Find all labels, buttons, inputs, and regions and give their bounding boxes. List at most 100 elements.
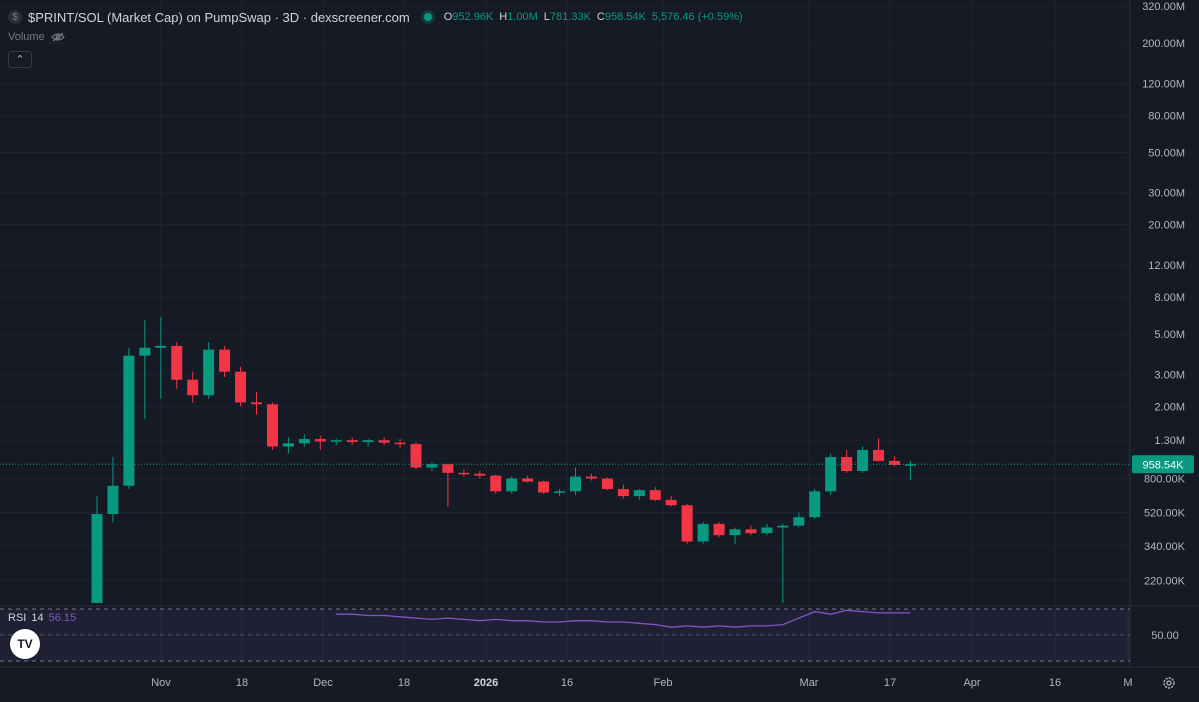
y-tick-label: 320.00M [1142, 1, 1185, 13]
rsi-level-label: 50.00 [1151, 630, 1179, 642]
candle-body [825, 457, 837, 492]
candle-body [139, 347, 151, 356]
x-tick-label: 16 [1049, 677, 1061, 689]
candle-body [330, 440, 342, 442]
hidden-eye-icon[interactable] [50, 32, 65, 42]
candle-body [697, 523, 709, 542]
y-tick-label: 120.00M [1142, 78, 1185, 90]
candle-body [681, 505, 693, 542]
rsi-band [0, 609, 1130, 661]
candle-body [522, 478, 534, 482]
symbol-icon[interactable]: $ [8, 10, 22, 24]
candle-body [713, 523, 725, 536]
candle-body [777, 525, 789, 528]
candle-body [809, 491, 821, 518]
rsi-period: 14 [31, 612, 44, 624]
candle-body [649, 490, 661, 500]
candle-body [298, 439, 310, 444]
y-tick-label: 50.00M [1148, 147, 1185, 159]
x-tick-label: Feb [654, 677, 673, 689]
y-tick-label: 2.00M [1154, 401, 1185, 413]
candle-body [442, 464, 454, 473]
y-tick-label: 340.00K [1144, 541, 1186, 553]
y-tick-label: 200.00M [1142, 38, 1185, 50]
chart-title: $PRINT/SOL (Market Cap) on PumpSwap · 3D… [28, 9, 410, 25]
last-price-label: 958.54K [1143, 459, 1185, 471]
candle-body [570, 476, 581, 492]
candle-body [601, 478, 613, 490]
candle-body [506, 478, 518, 492]
candle-body [474, 473, 486, 476]
candle-body [346, 440, 358, 443]
candle-body [235, 371, 247, 403]
candle-body [585, 476, 597, 479]
x-tick-label: Dec [313, 677, 333, 689]
candle-body [378, 440, 390, 443]
x-tick-label: 16 [561, 677, 573, 689]
candle-body [426, 464, 438, 468]
candle-body [266, 404, 278, 447]
candle-body [91, 514, 103, 603]
candle-body [171, 345, 183, 380]
candle-body [745, 529, 757, 534]
x-tick-label: 18 [236, 677, 248, 689]
candle-body [219, 349, 231, 372]
candle-body [362, 440, 374, 443]
candle-body [761, 527, 773, 534]
y-tick-label: 8.00M [1154, 292, 1185, 304]
candle-body [633, 490, 645, 497]
candle-body [458, 472, 470, 475]
candle-body [793, 517, 805, 526]
collapse-legend-button[interactable]: ⌃ [8, 51, 32, 68]
y-tick-label: 30.00M [1148, 188, 1185, 200]
chart-header: $ $PRINT/SOL (Market Cap) on PumpSwap · … [8, 8, 743, 26]
rsi-value: 56.15 [48, 612, 77, 624]
y-tick-label: 800.00K [1144, 474, 1186, 486]
candle-body [665, 499, 677, 506]
x-tick-label: Nov [151, 677, 171, 689]
rsi-line [336, 609, 911, 628]
rsi-label: RSI [8, 612, 27, 624]
x-tick-label: Mar [800, 677, 819, 689]
y-tick-label: 1.30M [1154, 435, 1185, 447]
candle-body [857, 449, 869, 472]
candle-body [904, 464, 916, 466]
candle-body [617, 489, 629, 497]
candle-body [889, 460, 900, 465]
candle-body [155, 345, 167, 348]
rsi-legend[interactable]: RSI 14 56.15 [8, 612, 76, 624]
last-price-tag [1132, 455, 1194, 474]
y-tick-label: 220.00K [1144, 575, 1186, 587]
ohlc-high: H1.00M [499, 11, 538, 23]
settings-gear-icon[interactable] [1162, 676, 1176, 690]
candle-body [538, 481, 550, 493]
y-tick-label: 20.00M [1148, 220, 1185, 232]
y-tick-label: 12.00M [1148, 260, 1185, 272]
market-status-icon [423, 13, 432, 21]
candle-body [282, 443, 294, 447]
y-tick-label: 3.00M [1154, 369, 1185, 381]
x-tick-label: Apr [963, 677, 980, 689]
volume-label: Volume [8, 31, 45, 43]
y-tick-label: 5.00M [1154, 329, 1185, 341]
candle-body [314, 439, 326, 442]
y-tick-label: 80.00M [1148, 110, 1185, 122]
candle-body [394, 442, 406, 445]
x-tick-label: 17 [884, 677, 896, 689]
candle-body [729, 529, 741, 536]
tradingview-logo[interactable]: TV [10, 629, 40, 659]
candle-body [490, 475, 502, 492]
candle-body [123, 355, 135, 486]
ohlc-open: O952.96K [443, 11, 494, 23]
candle-body [873, 449, 885, 461]
candle-body [187, 379, 199, 396]
ohlc-values: O952.96K H1.00M L781.33K C958.54K 5,576.… [444, 11, 743, 23]
candle-body [410, 443, 422, 468]
ohlc-change: 5,576.46 (+0.59%) [651, 11, 743, 23]
ohlc-low: L781.33K [543, 11, 591, 23]
x-tick-label: M [1123, 677, 1132, 689]
candle-body [203, 349, 215, 396]
ohlc-close: C958.54K [596, 11, 646, 23]
volume-legend[interactable]: Volume [8, 31, 65, 43]
